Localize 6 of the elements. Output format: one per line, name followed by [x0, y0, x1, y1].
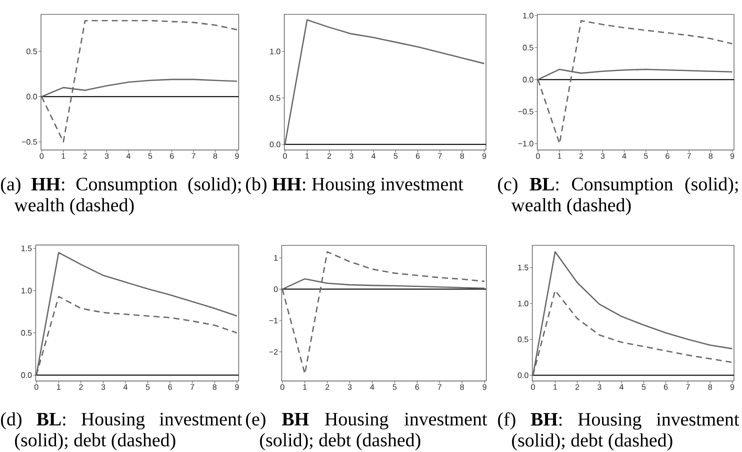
text: (b) HH: Housing investment — [246, 177, 464, 194]
text: (a) HH: Consumption (solid); wealth (dashed) — [1, 177, 241, 216]
text: (c) BL: Consumption (solid); wealth (dashed) — [498, 177, 738, 216]
text: (e) BH Housing investment (solid); debt (dashed) — [246, 412, 488, 450]
text: (f) BH: Housing investment (solid); debt (dashed) — [498, 412, 740, 450]
text: (d) BL: Housing investment (solid); debt (dashed) — [1, 412, 242, 450]
